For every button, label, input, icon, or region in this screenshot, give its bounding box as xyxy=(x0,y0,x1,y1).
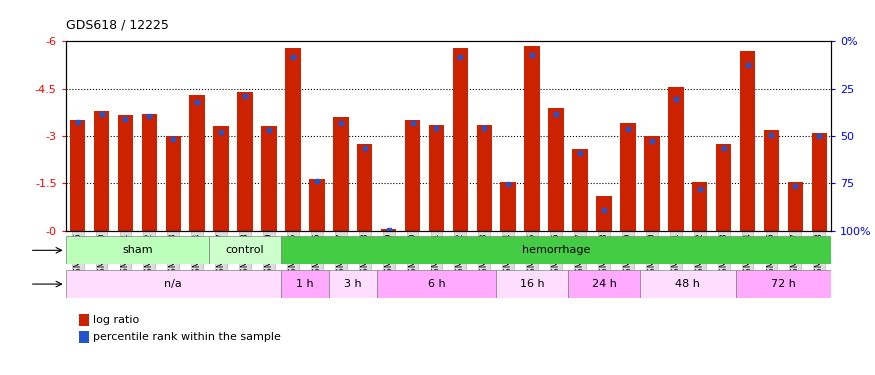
Bar xyxy=(644,136,660,231)
Text: GDS618 / 12225: GDS618 / 12225 xyxy=(66,19,169,32)
Bar xyxy=(94,111,109,231)
Text: sham: sham xyxy=(123,245,153,255)
Bar xyxy=(190,95,205,231)
Bar xyxy=(357,144,373,231)
Bar xyxy=(281,236,831,264)
Text: n/a: n/a xyxy=(164,279,182,289)
Text: 6 h: 6 h xyxy=(428,279,445,289)
Bar xyxy=(524,46,540,231)
Bar xyxy=(66,270,281,298)
Bar xyxy=(405,120,420,231)
Bar xyxy=(620,123,635,231)
Bar xyxy=(309,178,325,231)
Bar xyxy=(329,270,376,298)
Bar xyxy=(237,92,253,231)
Bar xyxy=(285,48,301,231)
Bar xyxy=(142,114,158,231)
Text: 1 h: 1 h xyxy=(296,279,314,289)
Text: percentile rank within the sample: percentile rank within the sample xyxy=(93,332,281,342)
Bar xyxy=(568,270,640,298)
Bar xyxy=(764,130,780,231)
Bar xyxy=(209,236,281,264)
Bar xyxy=(596,196,612,231)
Bar xyxy=(716,144,732,231)
Bar xyxy=(811,133,827,231)
Bar xyxy=(549,108,564,231)
Bar xyxy=(640,270,736,298)
Bar xyxy=(165,136,181,231)
Bar xyxy=(500,182,516,231)
Bar xyxy=(262,126,276,231)
Bar xyxy=(281,270,329,298)
Bar xyxy=(496,270,568,298)
Bar xyxy=(429,125,444,231)
Bar xyxy=(739,51,755,231)
Bar xyxy=(572,148,588,231)
Text: 16 h: 16 h xyxy=(520,279,544,289)
Text: control: control xyxy=(226,245,264,255)
Text: 24 h: 24 h xyxy=(592,279,616,289)
Text: 48 h: 48 h xyxy=(676,279,700,289)
Bar xyxy=(70,120,86,231)
Bar xyxy=(692,182,707,231)
Bar xyxy=(333,117,348,231)
Bar xyxy=(66,236,209,264)
Bar xyxy=(117,116,133,231)
Bar xyxy=(376,270,496,298)
Text: hemorrhage: hemorrhage xyxy=(522,245,591,255)
Bar xyxy=(452,48,468,231)
Bar xyxy=(381,229,396,231)
Bar xyxy=(788,182,803,231)
Bar xyxy=(214,126,229,231)
Text: 72 h: 72 h xyxy=(771,279,796,289)
Bar xyxy=(736,270,831,298)
Text: 3 h: 3 h xyxy=(344,279,361,289)
Bar xyxy=(668,87,683,231)
Text: log ratio: log ratio xyxy=(93,315,139,325)
Bar xyxy=(477,125,492,231)
